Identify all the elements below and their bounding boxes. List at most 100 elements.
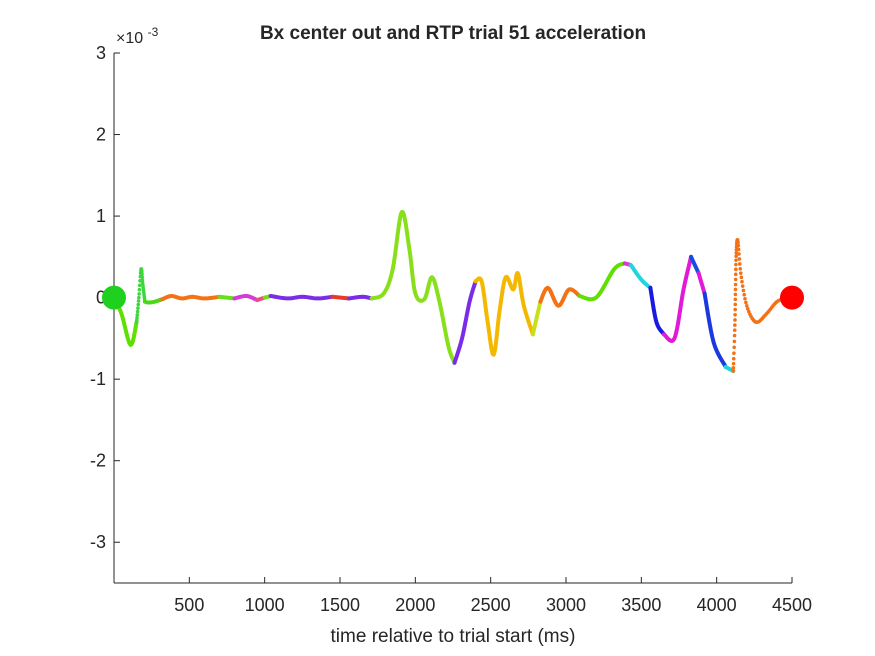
series-segment [473,271,535,357]
series-segment [452,279,478,365]
series-segment [217,294,237,301]
series-segment [142,297,165,305]
data-point [733,312,737,317]
data-point [731,369,736,373]
data-point [733,307,737,312]
data-point [732,351,736,355]
data-point [731,361,736,366]
series-segment [577,261,627,302]
data-point [741,288,746,293]
data-point [732,328,737,333]
data-point [733,297,738,302]
data-point [137,295,141,300]
data-point [140,278,145,283]
data-point [137,287,142,292]
y-exponent-label: ×10 -3 [116,25,159,47]
series-segment [689,254,701,276]
data-point [732,333,737,338]
data-point [137,292,141,296]
data-point [738,271,743,275]
series-segment [696,271,707,296]
series-segment [648,285,666,337]
x-tick-label: 1000 [245,595,285,615]
y-tick-label: -3 [90,532,106,552]
y-tick-label: 3 [96,43,106,63]
x-tick-label: 2000 [395,595,435,615]
data-point [737,252,741,256]
data-point [731,366,736,370]
data-point [731,356,736,361]
y-tick-label: -2 [90,451,106,471]
data-point [135,309,140,314]
x-tick-label: 500 [174,595,204,615]
data-point [737,262,742,266]
data-point [140,272,144,277]
x-tick-label: 3500 [621,595,661,615]
x-axis-label: time relative to trial start (ms) [331,626,576,647]
data-point [744,300,748,305]
data-point [745,306,750,311]
chart-title: Bx center out and RTP trial 51 accelerat… [260,23,646,44]
data-point [733,272,738,277]
data-point [135,315,139,320]
x-tick-label: 4500 [772,595,812,615]
data-point [742,292,746,297]
data-point [743,296,747,301]
data-point [733,318,737,322]
start-marker [102,285,126,310]
data-point [733,282,738,287]
series-segment-dotted [731,237,790,373]
series-segment [661,254,694,343]
y-tick-label: 2 [96,125,106,145]
data-point [734,262,738,267]
series-segment [369,210,457,365]
series-segment [160,293,222,302]
data-point [734,258,738,262]
data-point [740,284,745,288]
y-tick-label: 0 [96,288,106,308]
data-point [736,247,741,252]
series-segment [268,293,335,301]
end-marker [780,285,804,310]
data-point [739,275,744,280]
x-tick-label: 4000 [697,595,737,615]
y-tick-label: -1 [90,369,106,389]
data-point [733,323,737,327]
data-point [732,345,736,350]
data-point [734,250,739,255]
data-point [737,257,742,261]
data-point [137,283,142,288]
exponent-base: ×10 [116,30,143,47]
data-point [733,302,738,307]
data-point [745,303,749,308]
data-point [140,275,145,280]
series-segment [232,293,260,303]
x-tick-label: 3000 [546,595,586,615]
axes: 500 1000 1500 2000 2500 3000 3500 4000 4500 -3 -2 -… [90,43,812,615]
series-segment [628,263,653,290]
series-segment [530,299,543,337]
data-point [136,306,140,310]
data-point [738,266,743,271]
data-point [136,302,141,307]
data-point [733,277,738,282]
x-tick-label: 2500 [471,595,511,615]
series-segment [538,285,582,308]
exponent-power: -3 [148,25,159,39]
series-segment-dotted [134,267,147,324]
series-segment [702,291,728,369]
data-point [736,243,741,248]
data-point [733,292,738,297]
series-segment [347,294,374,301]
x-tick-label: 1500 [320,595,360,615]
data-point [135,313,140,317]
series-layer [112,210,790,373]
data-point [740,279,744,284]
y-tick-label: 1 [96,206,106,226]
data-point [734,254,738,258]
series-segment [330,294,352,301]
data-point [732,339,737,344]
data-point [733,287,738,292]
data-point [734,267,738,272]
